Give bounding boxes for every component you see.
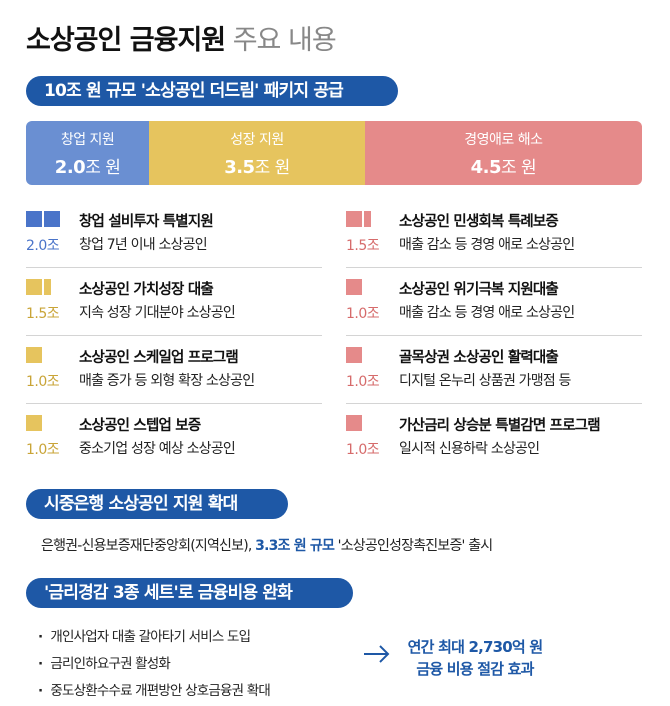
item-description: 창업 7년 이내 소상공인	[79, 237, 208, 253]
item-name: 소상공인 스케일업 프로그램	[79, 350, 239, 366]
funding-bar: 창업 지원 2.0조 원 성장 지원 3.5조 원 경영애로 해소 4.5조 원	[26, 121, 642, 185]
bar-segment-unit: 조 원	[500, 157, 537, 178]
item-description: 매출 증가 등 외형 확장 소상공인	[79, 373, 255, 389]
bar-segment-unit: 조 원	[85, 157, 121, 178]
square-icon	[26, 347, 42, 363]
bar-segment-value: 4.5조 원	[471, 153, 537, 178]
savings-effect: 연간 최대 2,730억 원 금융 비용 절감 효과	[405, 636, 545, 680]
item-amount: 1.5조	[26, 306, 60, 322]
item-description: 매출 감소 등 경영 애로 소상공인	[399, 237, 575, 253]
item-amount: 1.0조	[346, 442, 380, 458]
item-name: 골목상권 소상공인 활력대출	[399, 350, 559, 366]
section-heading-banks: 시중은행 소상공인 지원 확대	[26, 489, 288, 519]
list-item: 개인사업자 대출 갈아타기 서비스 도입	[38, 625, 270, 652]
item-description: 매출 감소 등 경영 애로 소상공인	[399, 305, 575, 321]
double-square-icon	[26, 211, 60, 227]
measure-list: 개인사업자 대출 갈아타기 서비스 도입 금리인하요구권 활성화 중도상환수수료…	[38, 625, 270, 706]
bar-segment-number: 4.5	[470, 156, 502, 178]
title-main: 소상공인 금융지원	[26, 25, 226, 56]
divider	[346, 267, 642, 268]
item-amount: 1.5조	[346, 238, 380, 254]
divider	[346, 335, 642, 336]
divider	[26, 403, 322, 404]
item-description: 중소기업 성장 예상 소상공인	[79, 441, 236, 457]
square-icon	[346, 347, 362, 363]
bar-segment-unit: 조 원	[254, 157, 291, 178]
title-sub: 주요 내용	[232, 25, 337, 56]
bar-segment-label: 성장 지원	[230, 131, 284, 148]
section-heading-package: 10조 원 규모 '소상공인 더드림' 패키지 공급	[26, 76, 398, 106]
bar-segment: 성장 지원 3.5조 원	[149, 121, 365, 185]
item-amount: 1.0조	[346, 306, 380, 322]
bar-segment-value: 3.5조 원	[224, 153, 290, 178]
bank-text-highlight: 3.3조 원 규모	[255, 538, 335, 554]
divider	[26, 267, 322, 268]
bar-segment-label: 경영애로 해소	[464, 131, 543, 148]
bar-segment-number: 3.5	[224, 156, 255, 178]
item-name: 소상공인 민생회복 특례보증	[399, 214, 559, 230]
bar-segment-number: 2.0	[54, 156, 86, 178]
item-amount: 1.0조	[26, 374, 60, 390]
square-and-half-icon	[346, 211, 371, 227]
item-amount: 2.0조	[26, 238, 60, 254]
page-title: 소상공인 금융지원 주요 내용	[26, 18, 337, 57]
list-item: 중도상환수수료 개편방안 상호금융권 확대	[38, 679, 270, 706]
item-description: 디지털 온누리 상품권 가맹점 등	[399, 373, 571, 389]
item-name: 가산금리 상승분 특별감면 프로그램	[399, 418, 601, 434]
divider	[26, 335, 322, 336]
item-name: 소상공인 가치성장 대출	[79, 282, 214, 298]
arrow-right-icon	[364, 645, 390, 663]
item-name: 소상공인 위기극복 지원대출	[399, 282, 559, 298]
square-icon	[346, 279, 362, 295]
bank-text-before: 은행권-신용보증재단중앙회(지역신보),	[41, 538, 256, 554]
square-and-half-icon	[26, 279, 51, 295]
list-item: 금리인하요구권 활성화	[38, 652, 270, 679]
bar-segment-label: 창업 지원	[60, 131, 115, 148]
effect-line-2: 금융 비용 절감 효과	[416, 660, 534, 678]
item-description: 일시적 신용하락 소상공인	[399, 441, 540, 457]
item-description: 지속 성장 기대분야 소상공인	[79, 305, 236, 321]
item-name: 창업 설비투자 특별지원	[79, 214, 214, 230]
bank-text-after: '소상공인성장촉진보증' 출시	[334, 538, 494, 554]
item-amount: 1.0조	[346, 374, 380, 390]
square-icon	[26, 415, 42, 431]
bank-support-text: 은행권-신용보증재단중앙회(지역신보), 3.3조 원 규모 '소상공인성장촉진…	[41, 535, 494, 555]
bar-segment: 창업 지원 2.0조 원	[26, 121, 150, 185]
bar-segment-value: 2.0조 원	[55, 153, 121, 178]
section-heading-interest: '금리경감 3종 세트'로 금융비용 완화	[26, 578, 353, 608]
divider	[346, 403, 642, 404]
bar-segment: 경영애로 해소 4.5조 원	[364, 121, 642, 185]
item-amount: 1.0조	[26, 442, 60, 458]
square-icon	[346, 415, 362, 431]
effect-line-1: 연간 최대 2,730억 원	[407, 638, 544, 656]
item-name: 소상공인 스텝업 보증	[79, 418, 201, 434]
